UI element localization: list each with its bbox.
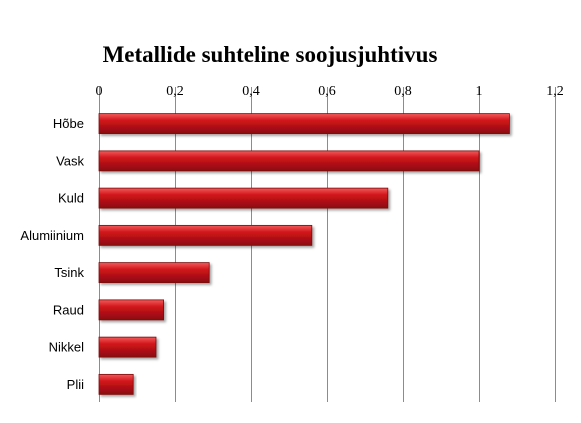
bar [98, 113, 510, 135]
x-tick-label: 1,2 [546, 84, 564, 99]
category-label: Vask [56, 153, 84, 168]
x-tick-label: 0,8 [394, 84, 412, 99]
x-tick-label: 0 [96, 84, 103, 99]
category-label: Alumiinium [20, 228, 84, 243]
chart-title: Metallide suhteline soojusjuhtivus [103, 42, 438, 67]
bars [98, 113, 510, 395]
category-label: Raud [53, 302, 84, 317]
bar [98, 262, 210, 284]
category-label: Tsink [54, 265, 84, 280]
x-tick-label: 0,2 [166, 84, 184, 99]
x-tick-label: 0,6 [318, 84, 336, 99]
bar [98, 373, 134, 395]
category-label: Plii [67, 377, 84, 392]
category-label: Hõbe [53, 116, 84, 131]
category-label: Kuld [58, 191, 84, 206]
category-label: Nikkel [49, 340, 85, 355]
bar [98, 224, 313, 246]
bar [98, 150, 480, 172]
x-tick-label: 1 [476, 84, 483, 99]
bar [98, 336, 157, 358]
category-labels: Hõbe Vask Kuld Alumiinium Tsink Raud Nikkel Pli… [20, 116, 84, 392]
x-axis-ticks: 0 0,2 0,4 0,6 0,8 1 1,2 [96, 84, 564, 99]
bar [98, 299, 164, 321]
x-tick-label: 0,4 [242, 84, 260, 99]
bar [98, 187, 389, 209]
